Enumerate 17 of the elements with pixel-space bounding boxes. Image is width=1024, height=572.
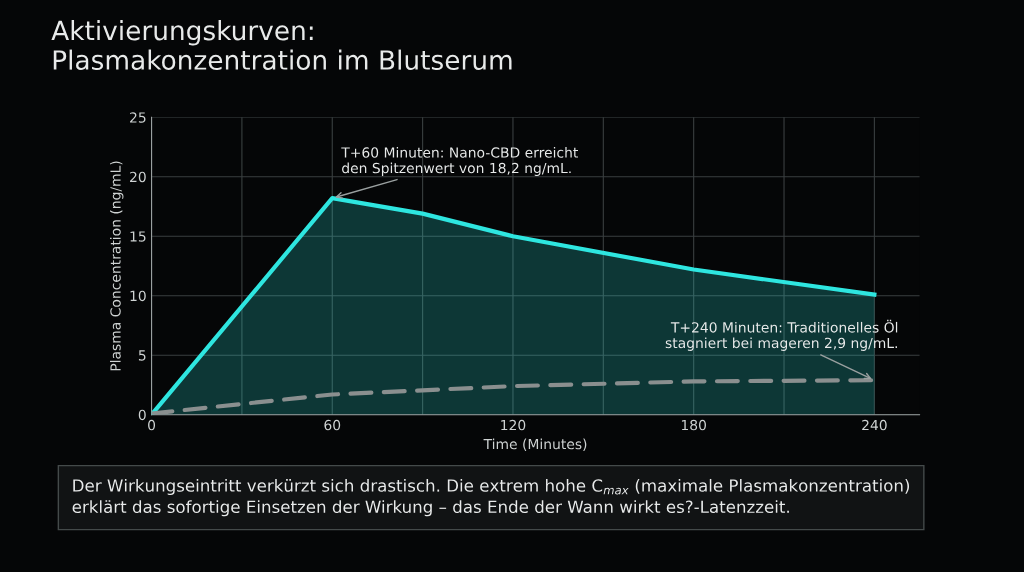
x-axis-title: Time (Minutes) [483,438,587,451]
chart-title: Aktivierungskurven: Plasmakonzentration im Blutserum [51,20,512,70]
y-tick-label: 0 [138,409,146,421]
text: Der Wirkungseintritt verkürzt sich drastisch. Die extrem hohe C$_{max}$ (maximale Plasmakonzentration) erklärt das sofortige Einsetzen der Wirkung – das Ende der Wann wirkt es?-Latenzzeit. [72,478,910,517]
x-tick-label: 180 [681,419,706,431]
y-tick-label: 5 [138,350,146,361]
x-tick-label: 120 [501,419,526,431]
y-tick-label: 20 [130,171,146,183]
y-tick-label: 25 [130,112,146,123]
x-tick-label: 60 [324,419,341,431]
annotation: T+240 Minuten: Traditionelles Öl stagniert bei mageren 2,9 ng/mL. [665,319,898,351]
x-tick-label: 0 [148,419,156,431]
y-axis-title: Plasma Concentration (ng/mL) [110,161,124,371]
y-tick-label: 15 [130,231,146,242]
y-tick-label: 10 [130,290,146,302]
x-tick-label: 240 [862,419,887,431]
annotation: T+60 Minuten: Nano-CBD erreicht den Spitzenwert von 18,2 ng/mL. [341,147,579,176]
